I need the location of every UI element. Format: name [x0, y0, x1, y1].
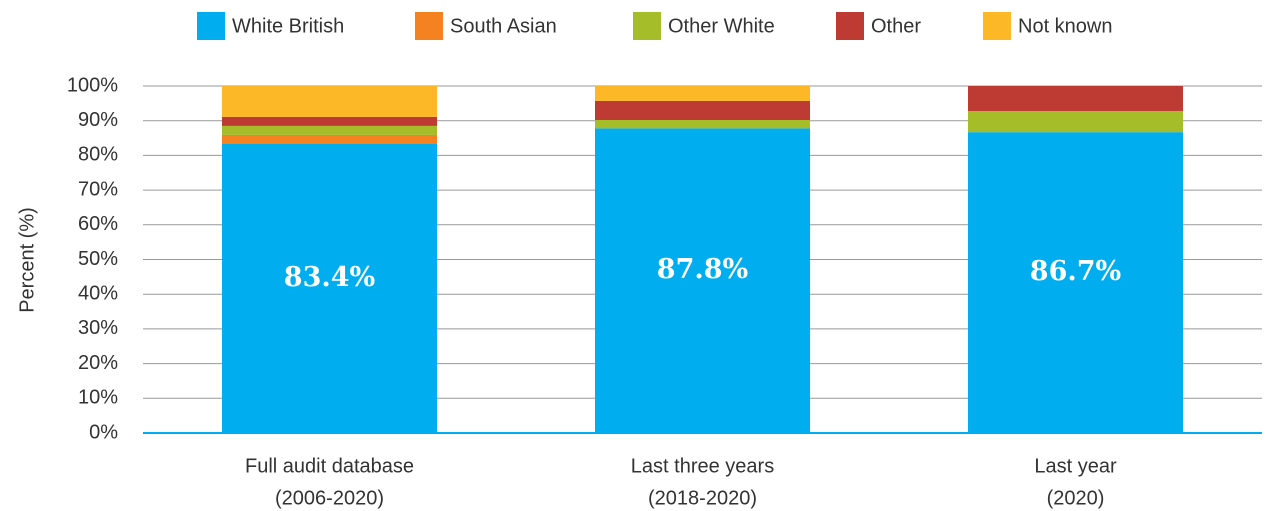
x-tick-label: (2020) — [1047, 487, 1105, 509]
x-tick-label: (2006-2020) — [275, 487, 384, 509]
bar-segment — [595, 100, 810, 121]
legend-label: South Asian — [450, 15, 557, 37]
legend-swatch — [633, 12, 661, 40]
y-tick-label: 70% — [78, 178, 118, 200]
legend-swatch — [415, 12, 443, 40]
x-tick-label: Last year — [1034, 455, 1117, 477]
legend-label: Not known — [1018, 15, 1113, 37]
bar-segment — [968, 132, 1183, 433]
legend-swatch — [836, 12, 864, 40]
bar-segment — [222, 125, 437, 135]
legend-swatch — [197, 12, 225, 40]
y-tick-label: 10% — [78, 387, 118, 409]
y-tick-label: 20% — [78, 352, 118, 374]
bar-segment — [595, 86, 810, 101]
y-tick-label: 50% — [78, 248, 118, 270]
x-tick-label: Last three years — [631, 455, 774, 477]
bar-segment — [595, 120, 810, 129]
value-label: 83.4% — [284, 262, 375, 293]
bar-segment — [222, 143, 437, 434]
legend-label: Other White — [668, 15, 775, 37]
legend-label: Other — [871, 15, 921, 37]
y-tick-label: 40% — [78, 282, 118, 304]
x-tick-label: Full audit database — [245, 455, 414, 477]
bar-segment — [968, 86, 1183, 111]
x-tick-label: (2018-2020) — [648, 487, 757, 509]
y-tick-label: 90% — [78, 109, 118, 131]
bar-segment — [595, 128, 810, 434]
bar-segment — [222, 86, 437, 117]
legend-swatch — [983, 12, 1011, 40]
y-axis-label: Percent (%) — [16, 207, 38, 313]
y-tick-label: 60% — [78, 213, 118, 235]
y-tick-label: 0% — [89, 421, 118, 443]
y-tick-label: 80% — [78, 144, 118, 166]
y-tick-label: 100% — [67, 74, 118, 96]
value-label: 86.7% — [1030, 256, 1121, 287]
y-tick-label: 30% — [78, 317, 118, 339]
value-label: 87.8% — [657, 254, 748, 285]
legend-label: White British — [232, 15, 344, 37]
bar-segment — [968, 110, 1183, 133]
bar-segment — [222, 116, 437, 126]
bar-segment — [222, 134, 437, 144]
